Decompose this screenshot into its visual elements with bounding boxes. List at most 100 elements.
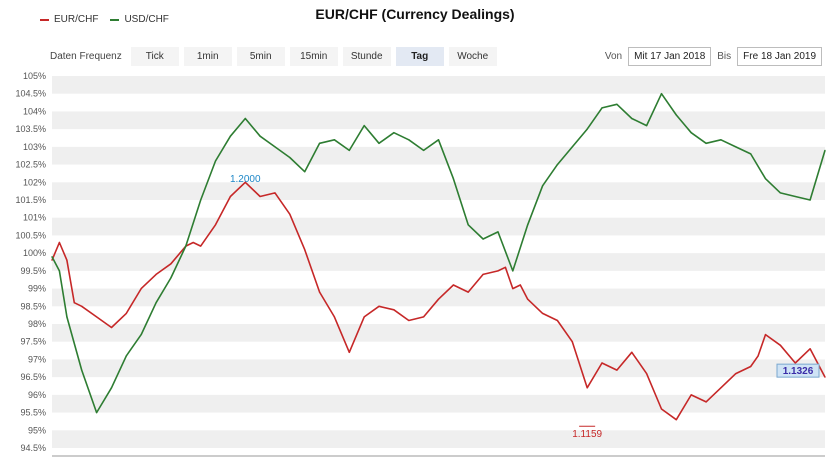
grid-bands xyxy=(52,76,825,448)
data-point xyxy=(675,114,677,116)
data-point xyxy=(482,273,484,275)
data-point xyxy=(423,316,425,318)
data-point xyxy=(378,305,380,307)
data-point xyxy=(720,387,722,389)
annotation-min-label: 1.1159 xyxy=(572,429,602,440)
y-tick-label: 95.5% xyxy=(20,408,46,418)
data-point xyxy=(482,238,484,240)
data-point xyxy=(155,302,157,304)
data-point xyxy=(631,117,633,120)
data-point xyxy=(140,287,142,290)
data-point xyxy=(214,224,217,226)
data-point xyxy=(616,369,618,371)
data-point xyxy=(735,146,737,148)
data-point xyxy=(289,156,291,159)
data-point xyxy=(631,351,633,353)
data-point xyxy=(363,316,365,318)
data-point xyxy=(504,266,506,268)
data-point xyxy=(750,365,752,368)
freq-button-stunde[interactable]: Stunde xyxy=(342,47,391,66)
y-tick-label: 101% xyxy=(23,213,46,223)
data-point xyxy=(824,376,826,378)
data-point xyxy=(363,125,365,127)
freq-button-15min[interactable]: 15min xyxy=(289,47,338,66)
legend-item-eurchf[interactable]: EUR/CHF xyxy=(40,14,98,25)
freq-button-tag[interactable]: Tag xyxy=(395,47,444,66)
data-point xyxy=(601,362,603,364)
data-point xyxy=(51,256,53,258)
grid-band xyxy=(52,253,825,271)
data-point xyxy=(58,270,61,272)
data-point xyxy=(125,355,127,357)
data-point xyxy=(192,241,194,244)
data-point xyxy=(779,192,782,194)
grid-band xyxy=(52,394,825,413)
data-point xyxy=(274,192,276,194)
data-point xyxy=(200,245,202,247)
data-point xyxy=(259,135,261,137)
data-point xyxy=(125,312,127,314)
y-tick-label: 103.5% xyxy=(15,124,46,134)
y-tick-label: 98% xyxy=(28,319,46,329)
frequency-label: Daten Frequenz xyxy=(50,51,122,62)
y-tick-label: 97.5% xyxy=(20,337,46,347)
y-tick-label: 104.5% xyxy=(15,89,46,99)
data-point xyxy=(244,117,246,120)
y-tick-label: 102% xyxy=(23,177,46,187)
grid-band xyxy=(52,182,825,200)
legend-item-usdchf[interactable]: USD/CHF xyxy=(110,14,169,25)
y-tick-label: 95% xyxy=(28,425,46,435)
freq-button-tick[interactable]: Tick xyxy=(130,47,179,66)
data-point xyxy=(155,273,157,275)
data-point xyxy=(541,185,544,187)
annotation-max-label: 1.2000 xyxy=(230,174,261,185)
chart-legend: EUR/CHF USD/CHF xyxy=(40,14,169,25)
y-tick-label: 99% xyxy=(28,284,46,294)
data-point xyxy=(274,146,276,148)
data-point xyxy=(51,259,53,261)
data-point xyxy=(527,298,529,300)
data-point xyxy=(437,298,440,300)
data-point xyxy=(735,373,737,375)
legend-label-eurchf: EUR/CHF xyxy=(54,14,99,25)
data-point xyxy=(705,142,707,144)
data-point xyxy=(757,355,759,357)
data-point xyxy=(58,241,61,244)
to-date-field[interactable]: Fre 18 Jan 2019 xyxy=(737,47,822,66)
data-point xyxy=(214,160,217,162)
data-point xyxy=(333,316,336,318)
data-point xyxy=(646,125,648,127)
y-tick-label: 102.5% xyxy=(15,160,46,170)
data-point xyxy=(452,178,454,180)
data-point xyxy=(200,199,202,201)
data-point xyxy=(519,284,521,286)
grid-band xyxy=(52,217,825,236)
data-point xyxy=(586,128,588,130)
y-tick-label: 100% xyxy=(23,248,46,258)
data-point xyxy=(512,270,514,272)
data-point xyxy=(348,351,350,353)
data-point xyxy=(304,249,306,251)
freq-button-woche[interactable]: Woche xyxy=(448,47,497,66)
annotation-last-box xyxy=(776,363,820,378)
data-point xyxy=(764,334,767,336)
data-point xyxy=(556,163,559,166)
data-point xyxy=(244,181,246,183)
from-label: Von xyxy=(604,51,623,62)
grid-band xyxy=(52,324,825,342)
to-label: Bis xyxy=(717,51,732,62)
data-point xyxy=(497,231,499,233)
data-point xyxy=(378,142,380,144)
data-point xyxy=(794,195,796,198)
data-point xyxy=(705,401,707,403)
annotations: 1.2000 1.1159 1.1326 xyxy=(230,174,820,440)
data-point xyxy=(140,334,142,336)
data-point xyxy=(541,312,544,314)
from-date-field[interactable]: Mit 17 Jan 2018 xyxy=(628,47,712,66)
y-tick-label: 100.5% xyxy=(15,230,46,240)
data-point xyxy=(393,309,395,311)
freq-button-5min[interactable]: 5min xyxy=(236,47,285,66)
freq-button-1min[interactable]: 1min xyxy=(183,47,232,66)
y-tick-label: 104% xyxy=(23,106,46,116)
